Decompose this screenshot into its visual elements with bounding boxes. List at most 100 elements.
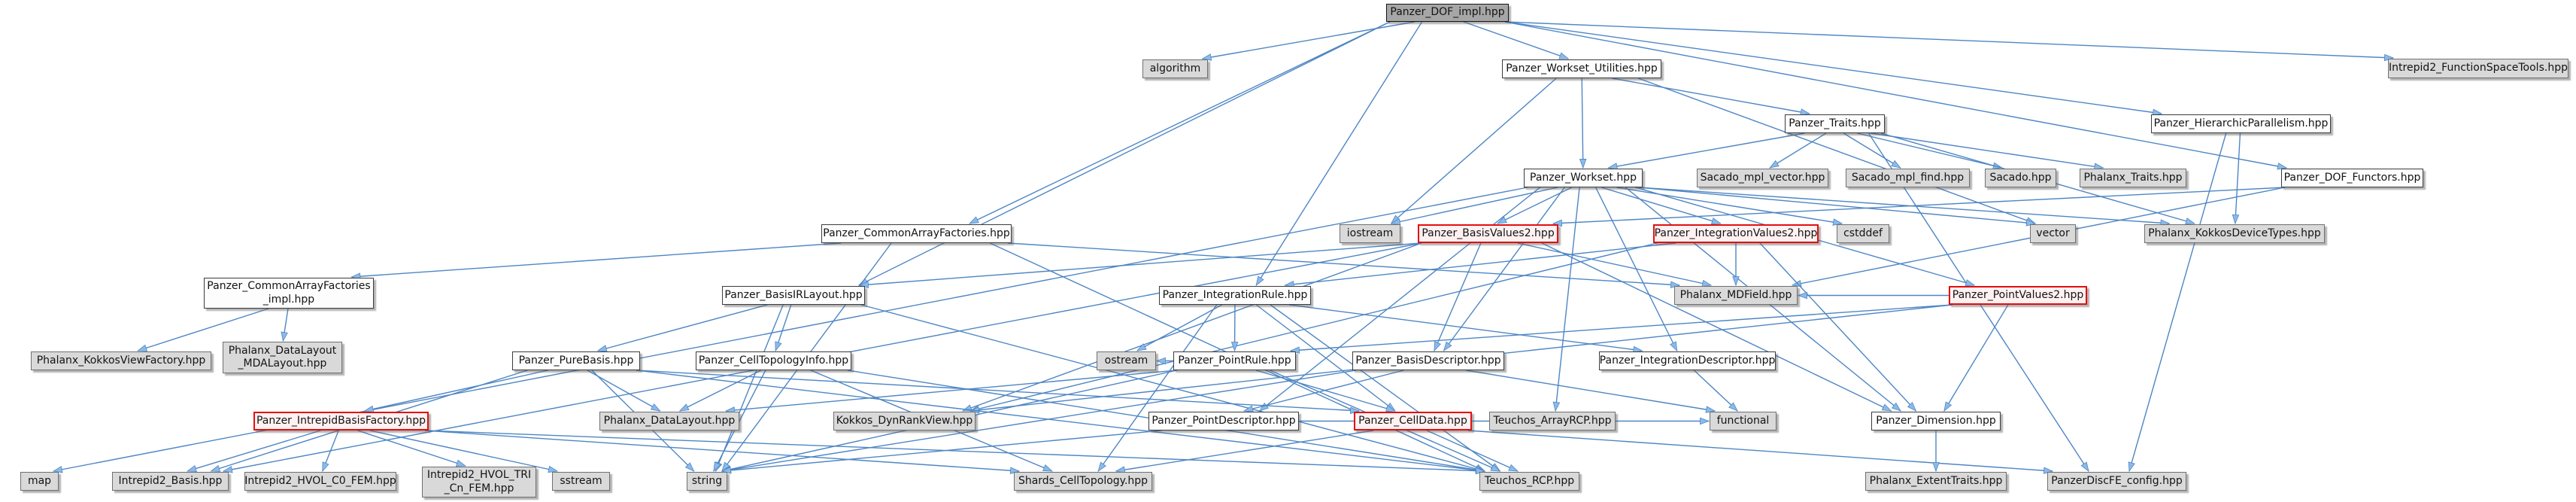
graph-node-phalanx-traits[interactable]: Phalanx_Traits.hpp <box>2080 169 2186 187</box>
graph-node-sacado-mpl-find[interactable]: Sacado_mpl_find.hpp <box>1846 169 1970 187</box>
edge-workset-to-basis_values2 <box>1497 187 1573 224</box>
graph-node-functional[interactable]: functional <box>1710 412 1776 431</box>
edge-pure_basis-to-cell_data <box>636 370 1361 415</box>
graph-node-phalanx-data-layout[interactable]: Phalanx_DataLayout.hpp <box>599 412 739 431</box>
graph-node-integration-descriptor[interactable]: Panzer_IntegrationDescriptor.hpp <box>1599 351 1776 370</box>
graph-node-kokkos-device-types[interactable]: Phalanx_KokkosDeviceTypes.hpp <box>2144 224 2325 243</box>
edge-point_rule-to-phalanx_data_layout <box>724 370 1178 414</box>
edge-workset_utilities-to-traits <box>1612 78 1810 116</box>
graph-node-caf-impl[interactable]: Panzer_CommonArrayFactories _impl.hpp <box>204 278 374 309</box>
edge-cell_topology_info-to-string <box>713 370 766 473</box>
edge-dof_impl-to-basis_ir_layout <box>857 21 1391 286</box>
graph-node-traits[interactable]: Panzer_Traits.hpp <box>1785 114 1885 133</box>
graph-node-sstream[interactable]: sstream <box>552 472 610 491</box>
graph-node-shards[interactable]: Shards_CellTopology.hpp <box>1014 472 1152 491</box>
edge-workset_utilities-to-vector <box>1637 78 2037 224</box>
graph-node-ostream[interactable]: ostream <box>1097 351 1156 370</box>
edge-integration_rule-to-cell_data <box>1255 304 1396 412</box>
edge-basis_ir_layout-to-pure_basis <box>596 304 768 352</box>
graph-node-basis-ir-layout[interactable]: Panzer_BasisIRLayout.hpp <box>722 286 865 305</box>
edge-intrepid_basis_factory-to-shards <box>424 430 1021 474</box>
graph-node-dyn-rank-view[interactable]: Kokkos_DynRankView.hpp <box>833 412 975 431</box>
edge-cell_data-to-teuchos_rcp <box>1426 430 1519 472</box>
graph-node-point-values2[interactable]: Panzer_PointValues2.hpp <box>1949 286 2087 305</box>
edge-workset-to-basis_descriptor <box>1443 187 1565 351</box>
edge-intrepid_basis_factory-to-intrepid2_basis <box>187 430 321 473</box>
graph-node-mdfield[interactable]: Phalanx_MDField.hpp <box>1674 286 1798 305</box>
edge-dof_impl-to-fst <box>1504 21 2395 62</box>
graph-node-integration-rule[interactable]: Panzer_IntegrationRule.hpp <box>1159 286 1311 305</box>
graph-node-algorithm[interactable]: algorithm <box>1142 59 1208 78</box>
edge-basis_values2-to-dimension <box>1541 242 1892 412</box>
edge-integration_rule-to-shards <box>1097 304 1218 472</box>
graph-node-teuchos-array-rcp[interactable]: Teuchos_ArrayRCP.hpp <box>1489 412 1616 431</box>
graph-node-fst[interactable]: Intrepid2_FunctionSpaceTools.hpp <box>2388 59 2568 78</box>
edge-basis_values2-to-mdfield <box>1517 242 1713 288</box>
edge-integration_values2-to-dimension <box>1759 242 1917 412</box>
edge-traits-to-workset <box>1607 132 1805 170</box>
edge-caf-to-caf_impl <box>350 242 842 280</box>
graph-node-point-rule[interactable]: Panzer_PointRule.hpp <box>1173 351 1296 370</box>
graph-node-teuchos-rcp[interactable]: Teuchos_RCP.hpp <box>1479 472 1579 491</box>
edge-basis_ir_layout-to-teuchos_rcp <box>860 304 1486 473</box>
graph-node-integration-values2[interactable]: Panzer_IntegrationValues2.hpp <box>1653 224 1819 243</box>
graph-node-cell-topology-info[interactable]: Panzer_CellTopologyInfo.hpp <box>696 351 851 370</box>
graph-node-basis-values2[interactable]: Panzer_BasisValues2.hpp <box>1418 224 1558 243</box>
graph-node-pure-basis[interactable]: Panzer_PureBasis.hpp <box>512 351 640 370</box>
edge-workset-to-cstddef <box>1616 187 1843 226</box>
edge-dof_impl-to-dof_functors <box>1504 21 2288 170</box>
edge-dof_impl-to-hierarchic <box>1504 21 2163 117</box>
graph-node-cstddef[interactable]: cstddef <box>1837 224 1889 243</box>
edge-pure_basis-to-teuchos_rcp <box>636 370 1486 474</box>
edge-integration_rule-to-teuchos_rcp <box>1270 304 1501 472</box>
graph-node-basis-descriptor[interactable]: Panzer_BasisDescriptor.hpp <box>1352 351 1504 370</box>
edge-intrepid_basis_factory-to-teuchos_rcp <box>424 430 1486 475</box>
edge-caf_impl-to-kokkos_view_factory <box>137 308 269 351</box>
graph-node-intrepid2-basis[interactable]: Intrepid2_Basis.hpp <box>112 472 229 491</box>
graph-node-kokkos-view-factory[interactable]: Phalanx_KokkosViewFactory.hpp <box>31 351 211 370</box>
edge-integration_descriptor-to-functional <box>1693 370 1738 412</box>
edge-traits-to-sacado_mpl_find <box>1843 132 1901 169</box>
edge-basis_descriptor-to-point_descriptor <box>1243 370 1404 412</box>
graph-node-dof-impl[interactable]: Panzer_DOF_impl.hpp <box>1386 4 1509 22</box>
edge-cell_data-to-discfe_config <box>1467 430 2054 474</box>
edge-dof_impl-to-caf <box>969 21 1391 224</box>
edge-basis_descriptor-to-string <box>721 370 1357 473</box>
edge-basis_values2-to-basis_ir_layout <box>858 242 1422 288</box>
graph-node-dof-functors[interactable]: Panzer_DOF_Functors.hpp <box>2281 169 2423 187</box>
edge-cell_topology_info-to-phalanx_data_layout <box>678 370 762 412</box>
graph-node-hvol-c0[interactable]: Intrepid2_HVOL_C0_FEM.hpp <box>244 472 396 491</box>
graph-node-intrepid-basis-factory[interactable]: Panzer_IntrepidBasisFactory.hpp <box>253 412 429 431</box>
graph-node-cell-data[interactable]: Panzer_CellData.hpp <box>1354 412 1472 431</box>
edge-intrepid_basis_factory-to-hvol_c0 <box>322 430 339 473</box>
edge-dof_impl-to-integration_rule <box>1255 21 1423 286</box>
graph-node-vector[interactable]: vector <box>2030 224 2076 243</box>
edge-dof_functors-to-basis_values2 <box>1552 187 2286 227</box>
edge-traits-to-phalanx_traits <box>1870 132 2104 170</box>
edge-caf-to-mdfield <box>1007 242 1681 289</box>
graph-node-sacado[interactable]: Sacado.hpp <box>1985 169 2056 187</box>
graph-node-iostream[interactable]: iostream <box>1340 224 1400 243</box>
graph-node-workset[interactable]: Panzer_Workset.hpp <box>1524 169 1643 187</box>
graph-node-sacado-mpl-vector[interactable]: Sacado_mpl_vector.hpp <box>1697 169 1828 187</box>
graph-node-extent-traits[interactable]: Phalanx_ExtentTraits.hpp <box>1865 472 2007 491</box>
graph-node-discfe-config[interactable]: PanzerDiscFE_config.hpp <box>2047 472 2186 491</box>
graph-node-point-descriptor[interactable]: Panzer_PointDescriptor.hpp <box>1148 412 1299 431</box>
edge-hierarchic-to-discfe_config <box>2128 132 2227 473</box>
edge-workset-to-kokkos_device_types <box>1638 187 2171 227</box>
edge-basis_ir_layout-to-string <box>715 304 784 473</box>
graph-node-map[interactable]: map <box>20 472 59 491</box>
edge-intrepid_basis_factory-to-sstream <box>369 430 559 473</box>
edge-point_values2-to-dimension <box>1943 304 2009 412</box>
graph-node-hierarchic[interactable]: Panzer_HierarchicParallelism.hpp <box>2151 114 2331 133</box>
graph-node-string[interactable]: string <box>687 472 727 491</box>
graph-node-hvol-tri[interactable]: Intrepid2_HVOL_TRI _Cn_FEM.hpp <box>422 467 536 497</box>
edge-integration_values2-to-integration_rule <box>1284 242 1676 288</box>
edge-basis_values2-to-dyn_rank_view <box>962 242 1422 412</box>
graph-node-dimension[interactable]: Panzer_Dimension.hpp <box>1871 412 2001 431</box>
graph-node-mdalayout[interactable]: Phalanx_DataLayout _MDALayout.hpp <box>223 342 342 373</box>
graph-node-workset-utilities[interactable]: Panzer_Workset_Utilities.hpp <box>1502 59 1661 78</box>
edge-pure_basis-to-phalanx_data_layout <box>587 370 661 412</box>
graph-node-caf[interactable]: Panzer_CommonArrayFactories.hpp <box>821 224 1012 243</box>
